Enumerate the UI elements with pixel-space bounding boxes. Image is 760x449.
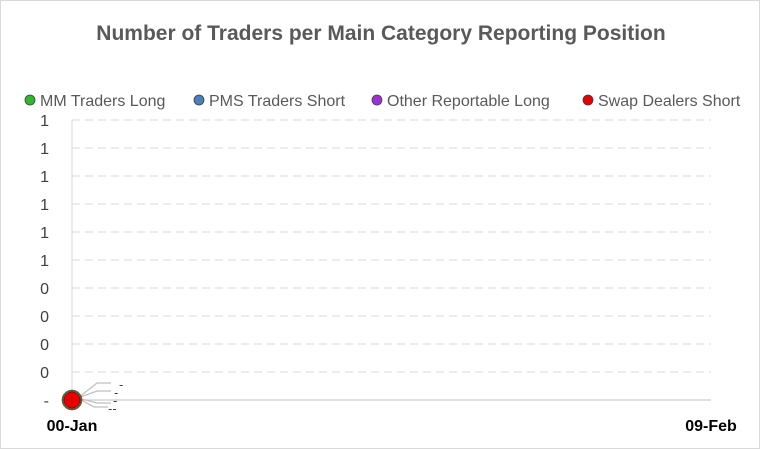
x-tick-label-1: 09-Feb (685, 418, 737, 435)
legend-label-1: PMS Traders Short (209, 93, 346, 110)
x-tick-label-0: 00-Jan (47, 418, 98, 435)
gridlines (72, 119, 711, 373)
legend-marker-2 (371, 94, 383, 106)
legend-label-0: MM Traders Long (40, 93, 165, 110)
legend-label-3: Swap Dealers Short (598, 93, 741, 110)
y-tick-label-8: 1 (40, 169, 49, 186)
leader-line-2 (77, 397, 111, 404)
y-tick-label-7: 1 (40, 197, 49, 214)
axes (71, 120, 711, 401)
y-tick-label-0: - (44, 393, 49, 410)
legend: MM Traders Long PMS Traders Short Other Re… (24, 93, 741, 110)
leader-line-3 (77, 397, 108, 408)
data-point-3 (63, 391, 81, 409)
data-label-3: -- (108, 401, 117, 416)
x-axis-ticks: 00-Jan 09-Feb (47, 418, 737, 435)
y-tick-label-3: 0 (40, 309, 49, 326)
legend-marker-3 (582, 94, 594, 106)
data-labels: ----- (108, 377, 123, 416)
y-tick-label-10: 1 (40, 113, 49, 130)
y-tick-label-9: 1 (40, 141, 49, 158)
y-tick-label-1: 0 (40, 365, 49, 382)
data-label-leaders (77, 382, 111, 408)
data-label-2: - (113, 393, 117, 408)
y-tick-label-6: 1 (40, 225, 49, 242)
chart-title: Number of Traders per Main Category Repo… (96, 22, 665, 45)
data-label-0: - (119, 377, 123, 392)
leader-line-0 (77, 382, 111, 399)
y-tick-label-2: 0 (40, 337, 49, 354)
legend-label-2: Other Reportable Long (387, 93, 550, 110)
data-points (61, 389, 83, 411)
legend-marker-1 (193, 94, 205, 106)
data-label-1: - (114, 385, 118, 400)
y-axis-ticks: - 0 0 0 0 1 1 1 1 1 1 (40, 113, 49, 410)
y-tick-label-4: 0 (40, 281, 49, 298)
legend-marker-0 (24, 94, 36, 106)
y-tick-label-5: 1 (40, 253, 49, 270)
leader-line-1 (77, 390, 111, 399)
